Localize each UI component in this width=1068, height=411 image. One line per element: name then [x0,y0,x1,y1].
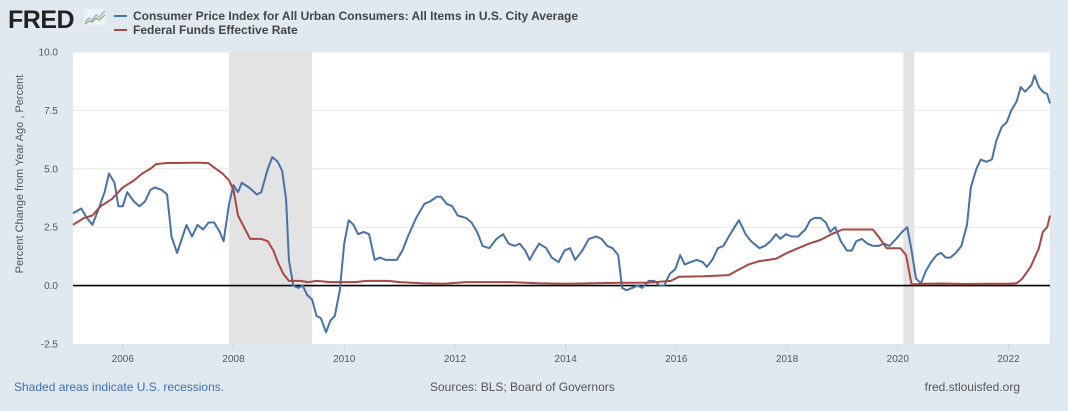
y-tick-label: 10.0 [39,48,59,59]
y-tick-label: 0.0 [44,281,58,292]
x-tick-label: 2014 [555,354,578,365]
legend-item-cpi: Consumer Price Index for All Urban Consu… [114,9,578,23]
recession-note-link[interactable]: Shaded areas indicate U.S. recessions. [14,380,225,394]
chart-legend: Consumer Price Index for All Urban Consu… [114,9,578,37]
x-tick-label: 2018 [776,354,799,365]
site-link[interactable]: fred.stlouisfed.org [924,380,1020,394]
x-tick-label: 2020 [887,354,910,365]
cpi-series-line[interactable] [72,74,1051,334]
recession-band [903,52,915,344]
x-tick-label: 2008 [222,354,245,365]
line-chart-icon [84,9,106,25]
fedfunds-series-line[interactable] [72,161,1051,286]
legend-label-cpi: Consumer Price Index for All Urban Consu… [133,9,578,23]
legend-swatch-cpi [114,15,127,17]
legend-item-fedfunds: Federal Funds Effective Rate [114,23,578,37]
y-tick-label: 5.0 [44,164,58,175]
x-tick-label: 2016 [665,354,688,365]
sources-text: Sources: BLS; Board of Governors [430,380,615,394]
fred-logo[interactable]: FRED [8,6,75,34]
x-tick-label: 2022 [997,354,1020,365]
y-tick-label: -2.5 [41,340,59,351]
y-tick-label: 7.5 [44,106,58,117]
recession-band [229,52,313,344]
legend-swatch-fedfunds [114,29,127,31]
x-tick-label: 2010 [333,354,356,365]
x-tick-label: 2006 [112,354,135,365]
y-tick-label: 2.5 [44,223,58,234]
x-tick-label: 2012 [444,354,467,365]
legend-label-fedfunds: Federal Funds Effective Rate [133,23,298,37]
